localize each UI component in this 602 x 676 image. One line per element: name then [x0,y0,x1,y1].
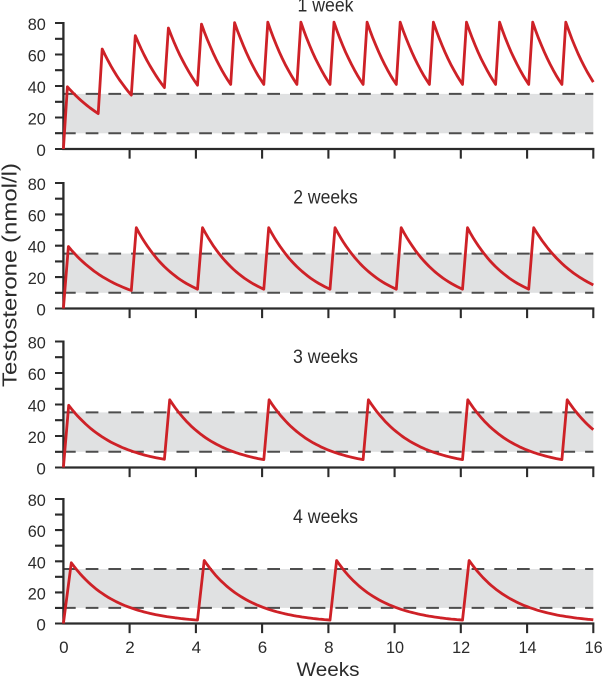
svg-text:Weeks: Weeks [297,659,360,676]
svg-text:60: 60 [28,365,46,384]
svg-text:12: 12 [452,638,470,657]
svg-text:0: 0 [36,141,45,160]
svg-text:80: 80 [28,334,46,353]
svg-text:20: 20 [28,584,46,603]
svg-text:40: 40 [28,553,46,572]
svg-text:20: 20 [28,110,46,129]
svg-text:40: 40 [28,238,46,257]
svg-text:0: 0 [59,638,68,657]
svg-text:14: 14 [518,638,536,657]
svg-text:6: 6 [258,638,267,657]
svg-text:2: 2 [125,638,134,657]
svg-text:20: 20 [28,269,46,288]
svg-text:20: 20 [28,428,46,447]
svg-text:60: 60 [28,522,46,541]
svg-text:40: 40 [28,78,46,97]
svg-text:4: 4 [192,638,201,657]
svg-text:10: 10 [386,638,404,657]
svg-text:0: 0 [36,301,45,320]
svg-text:0: 0 [36,460,45,479]
svg-text:60: 60 [28,47,46,66]
svg-text:0: 0 [36,616,45,635]
svg-text:60: 60 [28,206,46,225]
svg-text:40: 40 [28,397,46,416]
svg-text:4 weeks: 4 weeks [293,506,358,528]
svg-text:2 weeks: 2 weeks [293,187,358,209]
svg-text:1 week: 1 week [298,0,354,17]
svg-text:80: 80 [28,15,46,34]
svg-text:16: 16 [585,638,602,657]
svg-text:3 weeks: 3 weeks [293,346,358,368]
svg-text:Testosterone (nmol/l): Testosterone (nmol/l) [0,163,22,387]
svg-text:8: 8 [324,638,333,657]
svg-text:80: 80 [28,175,46,194]
svg-text:80: 80 [28,491,46,510]
